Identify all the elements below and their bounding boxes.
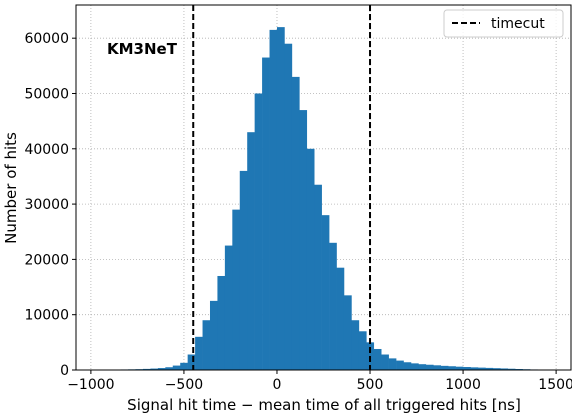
histogram-bar [306,148,315,370]
histogram-bar [284,43,293,370]
histogram-bar [381,354,389,370]
histogram-bar [485,367,494,370]
histogram-bar [455,366,464,370]
legend-box [443,9,564,38]
y-tick-label: 60000 [24,31,69,47]
histogram-bar [209,300,218,370]
histogram-bar [425,364,434,370]
histogram-bar [477,367,486,370]
timecut-lines [192,5,372,370]
histogram-bar [157,368,166,370]
y-axis-ticks: 0 10000 20000 30000 40000 50000 60000 [24,31,76,379]
x-axis-label: Signal hit time − mean time of all trigg… [127,396,521,414]
histogram-bar [150,368,159,370]
histogram-bar [299,110,308,371]
x-tick-label: 1500 [538,377,572,393]
histogram-bar [403,362,412,370]
x-tick-label: 0 [273,377,282,393]
x-tick-label: 1000 [445,377,481,393]
histogram-bar [269,29,278,371]
histogram-bar [463,367,471,370]
histogram-bar [388,358,397,370]
bars-layer [90,27,561,371]
km3net-annotation: KM3NeT [107,40,178,58]
histogram-bar [448,366,456,370]
histogram-bar [500,368,509,370]
histogram-bar [418,364,427,370]
histogram-bar [321,215,330,370]
histogram-bar [314,184,322,370]
y-tick-label: 50000 [24,86,69,102]
histogram-bar [276,27,285,370]
histogram-bar [343,295,352,370]
histogram-bar [440,365,449,370]
histogram-bar [142,368,151,370]
y-tick-label: 0 [60,363,69,379]
histogram-bar [195,336,203,370]
x-tick-label: −500 [165,377,203,393]
x-axis-ticks: −1000 −500 0 500 1000 1500 [67,370,572,393]
legend: timecut [443,9,564,38]
histogram-bar [232,209,241,370]
histogram-bar [291,76,300,371]
y-tick-label: 20000 [24,252,69,268]
histogram-bar [239,170,248,370]
histogram-bar [433,365,442,370]
histogram-bar [180,362,188,370]
legend-label-timecut: timecut [491,16,545,32]
histogram-bar [165,367,174,370]
histogram-bar [373,348,382,370]
y-tick-label: 10000 [24,308,69,324]
histogram-bar [224,245,233,370]
histogram-bar [396,360,404,370]
histogram-bar [187,354,196,370]
y-tick-label: 30000 [24,197,69,213]
histogram-bar [358,331,367,370]
histogram-bar [262,57,270,371]
y-tick-label: 40000 [24,142,69,158]
histogram-bar [202,320,211,370]
histogram-bar [410,363,419,370]
histogram-bar [247,132,255,370]
histogram-bar [507,368,516,370]
x-tick-label: −1000 [67,377,114,393]
x-tick-label: 500 [357,377,384,393]
histogram-bar [492,368,501,370]
histogram-bar [172,365,181,370]
histogram-bar [336,267,345,370]
y-axis-label: Number of hits [2,132,20,244]
plot-frame [75,4,572,371]
histogram-bar [329,242,337,370]
histogram-bar [470,367,479,370]
histogram-bar [351,320,360,370]
histogram-bar [217,275,226,370]
histogram-bar [254,93,263,370]
